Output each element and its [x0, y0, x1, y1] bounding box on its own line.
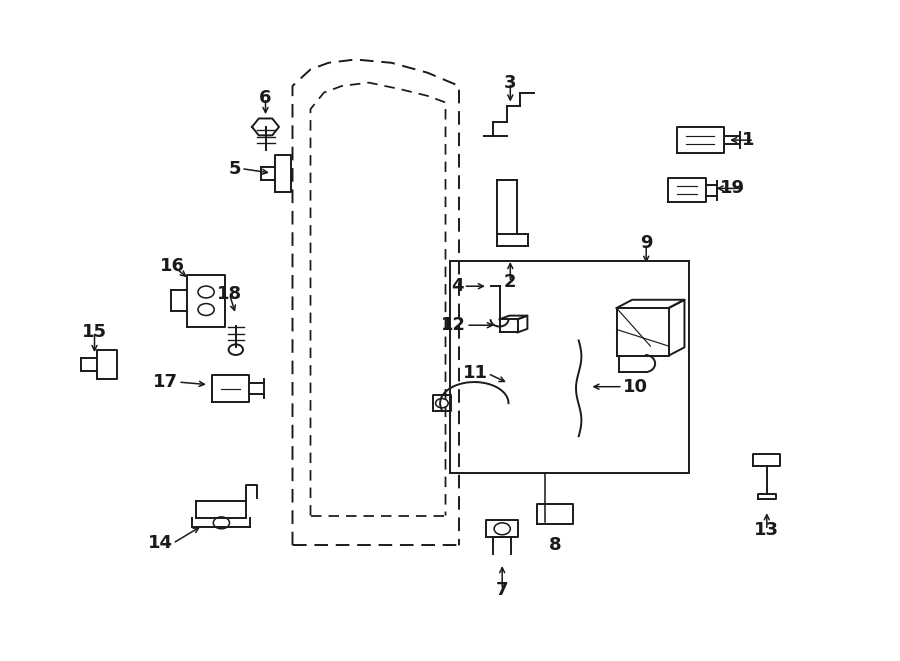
Text: 8: 8: [549, 536, 562, 555]
Text: 15: 15: [82, 323, 107, 341]
Text: 9: 9: [640, 234, 652, 253]
Text: 10: 10: [623, 377, 648, 396]
Text: 14: 14: [148, 534, 173, 553]
Text: 11: 11: [463, 364, 488, 383]
Text: 6: 6: [259, 89, 272, 107]
Text: 2: 2: [504, 273, 517, 292]
Bar: [450, 261, 688, 473]
Text: 3: 3: [504, 73, 517, 92]
Text: 1: 1: [742, 131, 754, 149]
Text: 4: 4: [451, 277, 464, 295]
Text: 7: 7: [496, 580, 508, 599]
Text: 19: 19: [720, 179, 745, 198]
Text: 13: 13: [754, 521, 779, 539]
Text: 5: 5: [229, 159, 241, 178]
Text: 12: 12: [441, 316, 466, 334]
Text: 16: 16: [160, 256, 185, 275]
Text: 18: 18: [217, 285, 242, 303]
Text: 17: 17: [153, 373, 178, 391]
